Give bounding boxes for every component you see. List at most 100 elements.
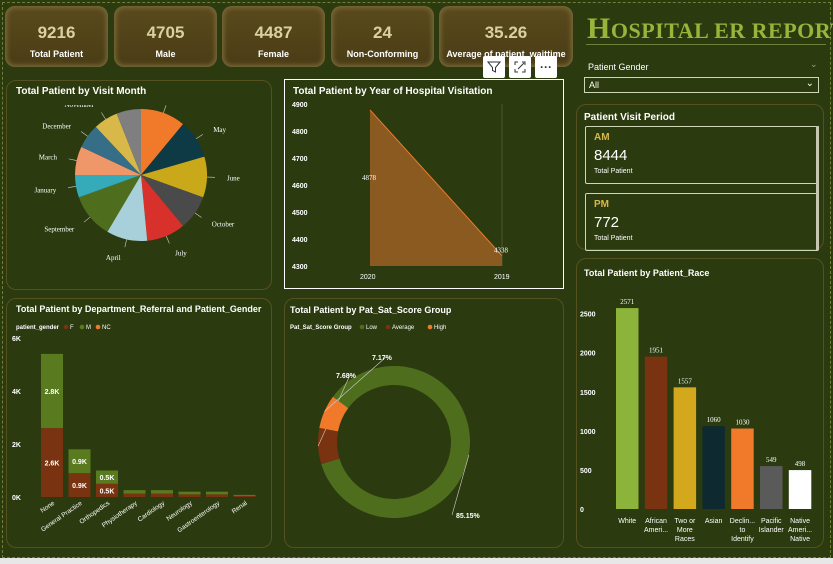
title-divider (586, 44, 826, 45)
bar (788, 470, 812, 509)
bar-segment-m (96, 470, 118, 484)
pie-slice-label: October (212, 220, 235, 228)
bar-segment-f (233, 495, 256, 497)
kpi-value: 35.26 (484, 23, 528, 42)
y-tick-label: 4800 (292, 129, 308, 136)
y-tick-label: 4300 (292, 264, 308, 271)
period-sub: Total Patient (594, 168, 633, 175)
bar-segment-f (151, 493, 173, 497)
year-title: Total Patient by Year of Hospital Visita… (293, 86, 493, 97)
leader-line (68, 158, 77, 161)
gender-dropdown-value: All (589, 80, 600, 90)
year-panel[interactable] (284, 79, 564, 289)
x-tick-label: to (740, 527, 746, 534)
y-tick-label: 2500 (580, 312, 596, 319)
bar-segment-m (151, 490, 173, 494)
pie-slice (141, 175, 184, 241)
legend-marker (95, 324, 101, 330)
y-tick-label: 4700 (292, 156, 308, 163)
dept-panel (6, 298, 272, 548)
data-label: 2.8K (45, 389, 60, 396)
leader-line (451, 454, 470, 516)
data-label: 2.6K (45, 461, 60, 468)
kpi-value: 9216 (37, 23, 76, 42)
slice-percent-label: 7.17% (372, 355, 393, 362)
pie-slice (141, 156, 207, 198)
dropdown-arrow-icon: ⌄ (805, 78, 814, 89)
y-tick-label: 2000 (580, 351, 596, 358)
bar (760, 466, 783, 509)
y-tick-label: 0K (12, 495, 21, 502)
legend-label: NC (102, 325, 111, 331)
pie-slice-label: March (39, 154, 58, 162)
y-tick-label: 4900 (292, 102, 308, 109)
bar-segment-m (233, 494, 256, 496)
visit-month-title: Total Patient by Visit Month (16, 86, 147, 97)
x-tick-label: 2019 (494, 274, 510, 281)
pie-slice (75, 175, 141, 198)
legend-marker (63, 324, 69, 330)
more-options-button[interactable]: ··· (535, 56, 557, 78)
period-value: 772 (594, 214, 620, 231)
x-tick-label: White (618, 518, 636, 525)
bar (616, 308, 639, 509)
kpi-label: Total Patient (29, 49, 84, 59)
x-tick-label: Two or (674, 518, 696, 525)
legend-marker (427, 324, 433, 330)
bar-segment-m (68, 449, 91, 474)
bar-segment-f (206, 494, 228, 497)
leader-line (101, 112, 106, 120)
legend-label: F (70, 325, 74, 331)
donut-slice (319, 396, 349, 432)
x-tick-label: Native (790, 518, 810, 525)
slice-percent-label: 85.15% (456, 513, 481, 520)
x-tick-label: None (39, 500, 56, 515)
kpi-male: 4705 Male (114, 6, 217, 67)
report-title-initial: H (587, 12, 611, 45)
data-label: 0.9K (72, 483, 87, 490)
period-scrollbar[interactable] (816, 126, 819, 250)
chevron-down-icon[interactable]: ⌄ (810, 59, 818, 69)
x-tick-label: More (677, 527, 693, 534)
data-label: 4878 (362, 174, 377, 182)
x-tick-label: Asian (705, 518, 723, 525)
pie-slice (75, 146, 141, 175)
leader-line (324, 356, 387, 412)
legend-marker (385, 324, 391, 330)
pie-slice (78, 175, 141, 232)
year-area-chart: 4900 4800 4700 4600 4500 4400 4300 4878 4338 2020… (292, 102, 510, 281)
pie-slice-label: July (175, 250, 187, 258)
report-title-rest: OSPITAL ER REPORT (610, 18, 833, 43)
race-title: Total Patient by Patient_Race (584, 268, 710, 278)
period-card-am[interactable]: AM 8444 Total Patient (585, 126, 819, 184)
gender-dropdown[interactable]: All ⌄ (584, 77, 819, 93)
pie-slice-label: September (44, 226, 75, 234)
period-card-pm[interactable]: PM 772 Total Patient (585, 193, 819, 251)
pie-slice (116, 109, 141, 175)
pie-slice (95, 113, 141, 175)
bar-segment-m (41, 353, 63, 429)
x-tick-label: Races (675, 536, 695, 543)
period-label: AM (594, 132, 610, 143)
kpi-value: 4487 (254, 23, 293, 42)
data-label: 0.9K (72, 459, 87, 466)
leader-line (124, 239, 127, 248)
more-options-icon: ··· (540, 60, 552, 74)
bar-segment-f (68, 473, 91, 497)
data-label: 1557 (678, 377, 693, 385)
leader-line (163, 105, 167, 114)
data-label: 549 (766, 456, 777, 464)
satscore-title: Total Patient by Pat_Sat_Score Group (290, 305, 452, 315)
x-tick-label: Declin... (730, 518, 755, 525)
bar-segment-m (178, 491, 201, 495)
x-tick-label: Native (790, 536, 810, 543)
race-bar-chart: 0 500 1000 1500 2000 2500 2571 White 1951 African… (580, 298, 812, 543)
focus-mode-button[interactable] (509, 56, 531, 78)
filter-button[interactable] (483, 56, 505, 78)
bar-segment-m (123, 490, 146, 494)
pie-slice (141, 109, 184, 175)
gender-slicer-title: Patient Gender (588, 62, 649, 72)
kpi-value: 4705 (146, 23, 185, 42)
kpi-label: Female (257, 49, 290, 59)
